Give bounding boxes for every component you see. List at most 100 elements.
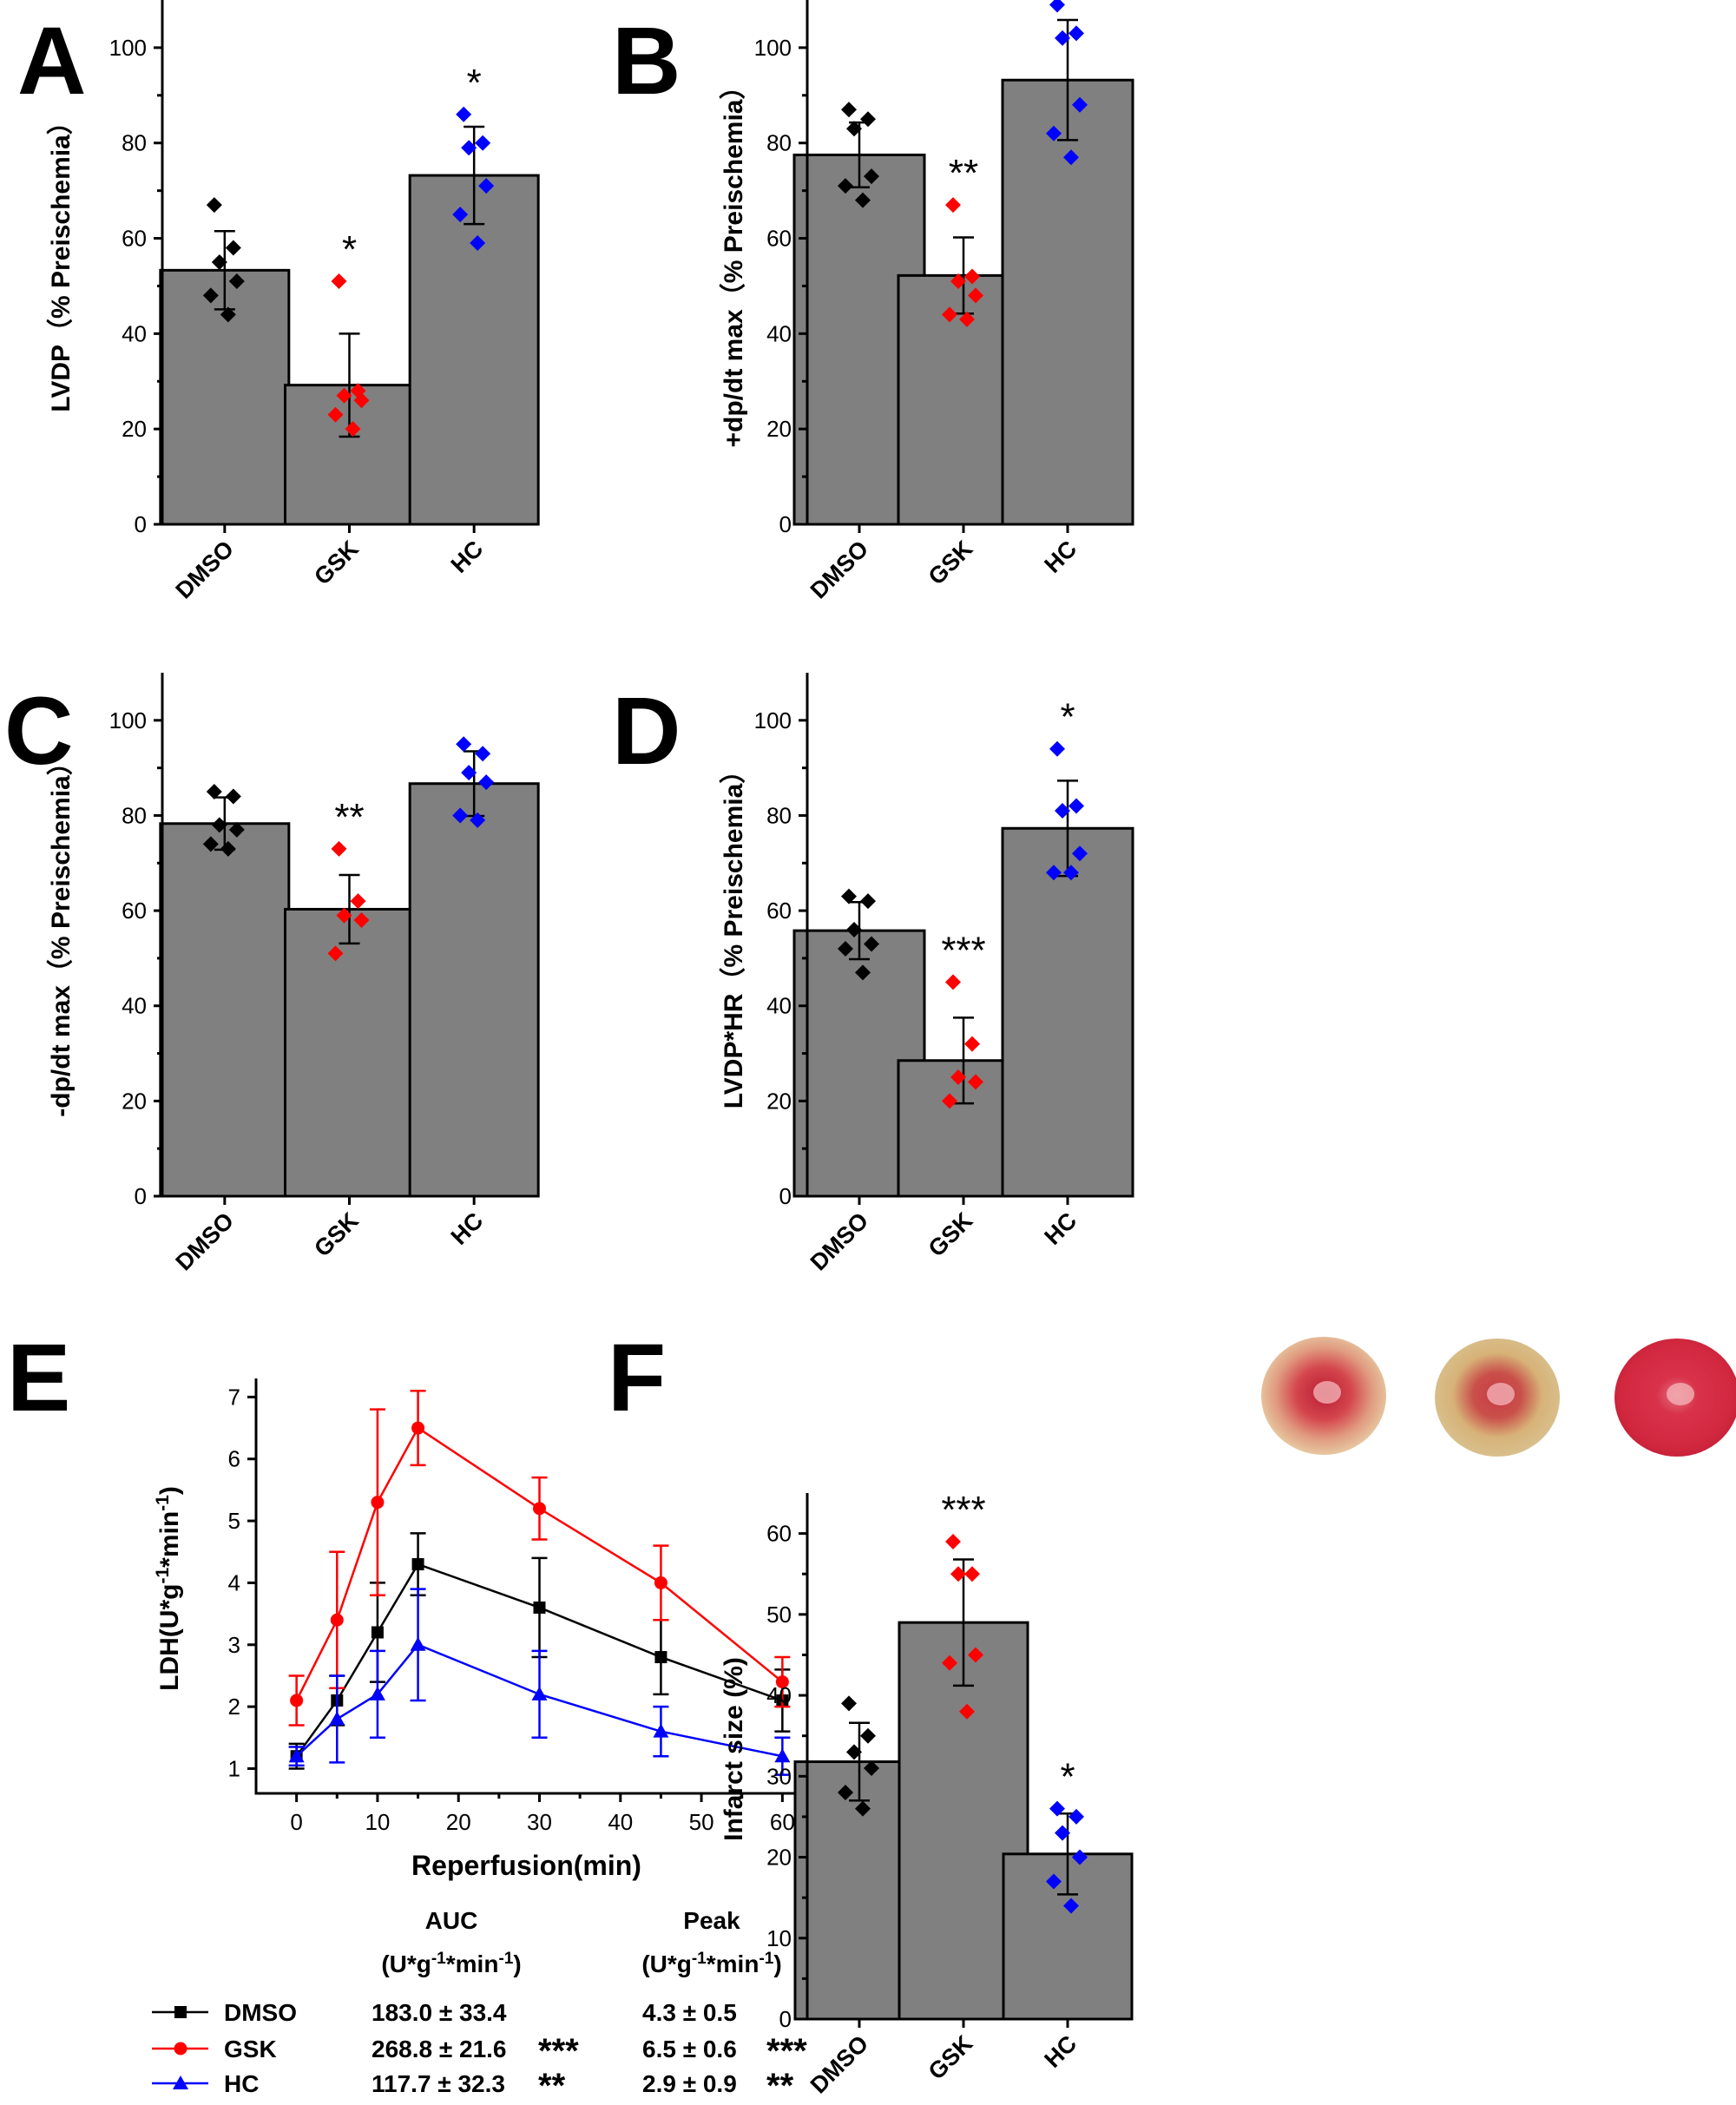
- x-axis-label: Reperfusion(min): [411, 1850, 641, 1881]
- data-point: [1049, 0, 1065, 13]
- data-point: [371, 1496, 385, 1510]
- x-category-label: GSK: [309, 1207, 364, 1262]
- unit-part: *min: [707, 1950, 760, 1977]
- y-axis-label: LDH(U*g-1*min-1): [153, 1486, 185, 1691]
- data-point: [841, 888, 857, 904]
- data-point: [775, 1675, 789, 1689]
- data-point: [475, 135, 491, 151]
- data-point: [838, 1784, 853, 1800]
- data-point: [228, 273, 245, 289]
- y-tick-label: 60: [766, 898, 792, 924]
- y-tick-label: 100: [754, 35, 792, 61]
- data-point: [1072, 845, 1088, 862]
- data-point: [475, 746, 491, 762]
- data-point: [1069, 798, 1084, 814]
- data-point: [1063, 1898, 1079, 1914]
- legend-marker: [174, 2042, 187, 2056]
- y-tick-label: 0: [779, 2006, 792, 2032]
- panel-a: A * * 0 20 40 60 80 100 DMSO GSK HC LVDP（% Preischem…: [17, 0, 540, 604]
- data-point: [327, 406, 344, 423]
- heart-slice-lumen: [1487, 1383, 1515, 1405]
- data-point: [945, 197, 961, 214]
- x-category-label: HC: [1039, 536, 1082, 578]
- y-axis-label: LVDP*HR（% Preischemia）: [719, 758, 748, 1109]
- data-point: [1069, 1808, 1084, 1825]
- data-point: [860, 893, 876, 910]
- error-bar: [849, 1721, 870, 1802]
- panel-letter: A: [17, 8, 86, 115]
- panel-b: B ** 0 20 40 60 80 100 DMSO GSK HC +dp/dt max（% Pre…: [612, 0, 1134, 604]
- y-tick-label: 100: [109, 707, 147, 733]
- auc-value: 183.0 ± 33.4: [372, 1999, 507, 2026]
- x-category-label: GSK: [924, 1207, 978, 1262]
- data-point: [860, 111, 876, 128]
- error-bar: [339, 332, 360, 438]
- data-point: [470, 235, 486, 252]
- x-category-label: DMSO: [806, 536, 873, 603]
- y-tick-label: 40: [766, 993, 792, 1019]
- peak-value: 2.9 ± 0.9: [642, 2070, 737, 2097]
- data-point: [846, 922, 862, 938]
- y-tick-label: 1: [228, 1755, 240, 1781]
- error-bar: [464, 125, 485, 226]
- data-point: [864, 1760, 879, 1776]
- series-hc: [288, 1588, 791, 1776]
- y-tick-label: 0: [779, 1183, 792, 1209]
- data-point: [330, 1613, 344, 1627]
- heart-slice-hc-image: [1614, 1339, 1736, 1457]
- unit-part: (U*g: [641, 1950, 692, 1977]
- data-point: [1046, 1873, 1062, 1890]
- y-tick-label: 40: [766, 1682, 792, 1708]
- data-point: [841, 102, 857, 118]
- y-tick-label: 60: [122, 898, 147, 924]
- x-category-label: HC: [1039, 1207, 1082, 1250]
- data-point: [1072, 96, 1088, 113]
- panel-c: C ** 0 20 40 60 80 100 DMSO GSK HC -dp/dt max（% Pre…: [4, 673, 540, 1276]
- table-row-dmso: DMSO 183.0 ± 33.4 4.3 ± 0.5: [152, 1999, 737, 2026]
- y-tick-label: 20: [766, 1088, 792, 1114]
- data-point: [1063, 149, 1079, 166]
- data-point: [478, 178, 495, 194]
- x-tick-label: 50: [689, 1809, 714, 1835]
- heart-slice-dmso-image: [1261, 1337, 1386, 1455]
- data-point: [653, 1723, 669, 1738]
- legend-marker: [173, 2075, 188, 2089]
- data-point: [220, 840, 236, 857]
- data-point: [327, 945, 344, 962]
- unit-part: -1: [498, 1950, 513, 1968]
- data-point: [1055, 802, 1070, 819]
- data-point: [1063, 865, 1079, 881]
- data-point: [1069, 25, 1084, 42]
- y-tick-label: 60: [122, 226, 147, 252]
- data-point: [452, 207, 469, 223]
- data-point: [864, 936, 879, 952]
- y-tick-label: 40: [122, 320, 147, 346]
- y-tick-label: 4: [228, 1569, 240, 1595]
- x-category-label: HC: [446, 1207, 489, 1250]
- unit-part: *min: [446, 1950, 499, 1977]
- unit-part: -1: [692, 1950, 707, 1968]
- y-tick-label: 30: [766, 1763, 792, 1789]
- data-point: [456, 106, 472, 122]
- data-point: [461, 140, 477, 156]
- data-point: [329, 1711, 345, 1726]
- data-point: [533, 1601, 546, 1614]
- data-point: [369, 1686, 385, 1700]
- y-tick-label: 20: [766, 416, 792, 442]
- data-point: [838, 940, 853, 957]
- y-tick-label: 10: [766, 1925, 792, 1951]
- y-tick-label: 5: [228, 1508, 240, 1534]
- y-tick-label: 0: [779, 511, 792, 537]
- data-point: [864, 168, 879, 185]
- x-category-label: DMSO: [171, 536, 239, 603]
- y-tick-label: 0: [135, 1183, 147, 1209]
- y-tick-label: 7: [228, 1384, 240, 1410]
- data-point: [846, 121, 862, 137]
- data-point: [964, 1036, 980, 1052]
- y-tick-label: 40: [122, 993, 147, 1019]
- series-name: GSK: [224, 2036, 277, 2062]
- data-point: [964, 1566, 980, 1582]
- data-point: [533, 1502, 546, 1516]
- data-point: [855, 964, 871, 981]
- data-point: [838, 178, 853, 194]
